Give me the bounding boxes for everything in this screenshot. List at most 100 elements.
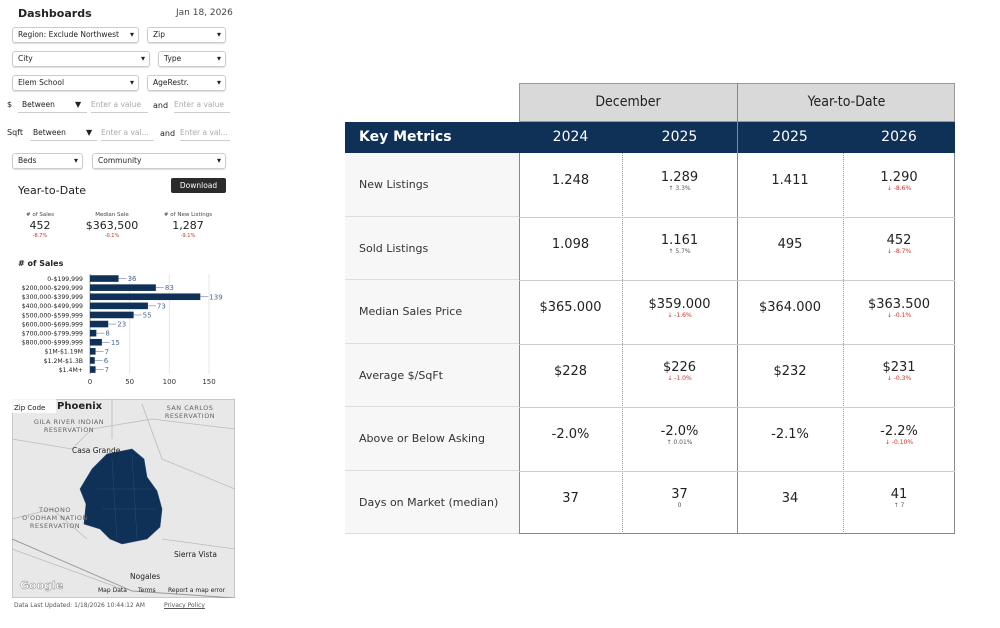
kpi-label: # of New Listings bbox=[163, 212, 213, 218]
input[interactable]: Enter a val... bbox=[180, 125, 230, 141]
select[interactable]: Between bbox=[18, 97, 87, 113]
row-label: Days on Market (median) bbox=[359, 495, 499, 509]
cell-value: $365.000 bbox=[539, 300, 602, 316]
border-line bbox=[12, 538, 235, 598]
cell-value: 452 bbox=[886, 233, 912, 249]
map-link[interactable]: Terms bbox=[138, 587, 156, 594]
dropdown[interactable]: Region: Exclude Northwest (u bbox=[12, 27, 139, 43]
download-button[interactable]: Download bbox=[171, 178, 226, 193]
cell-value: 1.411 bbox=[771, 173, 809, 189]
bar bbox=[90, 284, 156, 291]
x-tick-label: 150 bbox=[202, 378, 215, 386]
cell-value: $359.000 bbox=[648, 296, 711, 312]
cell: $363.500 ↓ -0.1% bbox=[843, 280, 955, 344]
cell: $364.000 bbox=[737, 280, 843, 344]
select[interactable]: Between bbox=[30, 125, 97, 141]
dropdown[interactable]: Community bbox=[92, 153, 226, 169]
cell: -2.0% bbox=[519, 407, 622, 471]
y-tick-label: $1M-$1.19M bbox=[45, 349, 84, 356]
value-label: 36 bbox=[128, 275, 137, 283]
bar bbox=[90, 338, 102, 346]
kpi-change: -8.7% bbox=[32, 233, 48, 239]
cell: 34 bbox=[737, 471, 843, 535]
cell: 1.411 bbox=[737, 153, 843, 217]
cell: 1.290 ↓ -8.6% bbox=[843, 153, 955, 217]
dropdown[interactable]: City bbox=[12, 51, 150, 67]
input[interactable]: Enter a value bbox=[91, 97, 148, 113]
dropdown[interactable]: Type bbox=[158, 51, 226, 67]
x-tick-label: 100 bbox=[163, 378, 176, 386]
kpi-label: # of Sales bbox=[25, 212, 55, 218]
label: $ bbox=[7, 100, 13, 109]
label: Sqft bbox=[7, 128, 23, 137]
label: and bbox=[153, 101, 169, 110]
cell-value: -2.0% bbox=[660, 423, 699, 439]
map-label: Casa Grande bbox=[72, 446, 121, 455]
title: Dashboards bbox=[18, 7, 92, 20]
map-boundary bbox=[12, 399, 235, 590]
cell-value: -2.0% bbox=[551, 427, 590, 443]
cell-value: 1.161 bbox=[660, 233, 699, 249]
value-label: 7 bbox=[105, 348, 109, 356]
caret: ▼ bbox=[86, 128, 93, 137]
bar bbox=[90, 366, 96, 373]
y-tick-label: $300,000-$399,999 bbox=[22, 294, 83, 301]
cell: 1.161 ↑ 5.7% bbox=[622, 217, 737, 281]
value-label: 7 bbox=[105, 366, 109, 374]
map-label: GILA RIVER INDIAN RESERVATION bbox=[33, 418, 105, 434]
cell-value: $228 bbox=[553, 363, 588, 379]
bar bbox=[90, 311, 134, 319]
dropdown[interactable]: AgeRestr. bbox=[147, 75, 226, 91]
value-label: 15 bbox=[111, 339, 120, 347]
y-tick-label: $1.2M-$1.3B bbox=[44, 358, 83, 365]
cell: $232 bbox=[737, 344, 843, 408]
cell-change: ↓ -0.1% bbox=[886, 311, 912, 319]
region bbox=[79, 448, 163, 545]
metrics-table: December Year-to-Date Key Metrics 2024 2025 2… bbox=[345, 83, 955, 534]
cell-value: 41 bbox=[890, 487, 908, 503]
year-header: 2025 bbox=[661, 129, 698, 145]
bar bbox=[90, 293, 201, 301]
dropdown[interactable]: Elem School bbox=[12, 75, 139, 91]
value-label: 83 bbox=[165, 284, 174, 292]
cell: $228 bbox=[519, 344, 622, 408]
caret: ▼ bbox=[75, 100, 82, 109]
ytd-divider bbox=[737, 83, 738, 534]
input[interactable]: Enter a value bbox=[174, 97, 230, 113]
row-label-bg bbox=[345, 343, 519, 407]
cell-value: $231 bbox=[882, 360, 916, 376]
y-tick-label: $600,000-$699,999 bbox=[22, 321, 83, 328]
cell: $359.000 ↓ -1.6% bbox=[622, 280, 737, 344]
row-label-bg bbox=[345, 153, 519, 217]
map-logo: Google bbox=[20, 579, 64, 592]
value-label: 6 bbox=[104, 357, 109, 365]
cell: $231 ↓ -0.3% bbox=[843, 344, 955, 408]
map-label: Sierra Vista bbox=[174, 550, 217, 559]
cell-value: 1.290 bbox=[880, 169, 918, 185]
section-title: Year-to-Date bbox=[18, 184, 87, 197]
map-label-bg bbox=[12, 399, 56, 413]
map-link[interactable]: Map Data bbox=[98, 587, 127, 594]
y-tick-label: $400,000-$499,999 bbox=[22, 303, 83, 310]
bar bbox=[90, 329, 97, 337]
bar bbox=[90, 357, 95, 364]
kpi-change: -9.1% bbox=[180, 233, 196, 239]
cell-value: 1.248 bbox=[551, 173, 590, 189]
chart: 0 50 100 150 0-$199,999 36 $200,000-$299,999 83… bbox=[22, 274, 223, 386]
map-link[interactable]: Report a map error bbox=[168, 587, 226, 594]
cell: 495 bbox=[737, 217, 843, 281]
cell-value: 37 bbox=[562, 490, 579, 506]
dropdown[interactable]: Beds bbox=[12, 153, 83, 169]
privacy-link[interactable]: Privacy Policy bbox=[164, 602, 205, 609]
row-label-bg bbox=[345, 470, 519, 534]
input[interactable]: Enter a val... bbox=[101, 125, 154, 141]
map-label: Nogales bbox=[130, 572, 161, 581]
y-tick-label: $200,000-$299,999 bbox=[22, 285, 83, 292]
dropdown[interactable]: Zip bbox=[147, 27, 226, 43]
cell-change: ↓ -8.7% bbox=[886, 248, 912, 256]
map-label: Zip Code bbox=[14, 404, 46, 412]
row-label-bg bbox=[345, 280, 519, 344]
cell-change: ↓ -1.6% bbox=[667, 311, 692, 319]
map-label: Phoenix bbox=[57, 401, 103, 412]
